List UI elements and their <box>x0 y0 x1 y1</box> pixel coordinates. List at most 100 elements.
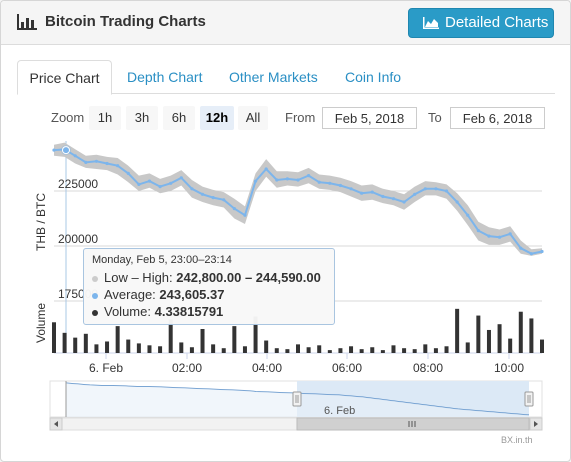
volume-bar <box>52 322 56 353</box>
volume-bar <box>285 349 290 353</box>
navigator[interactable]: 6. Feb <box>49 380 543 431</box>
volume-bar <box>232 326 237 353</box>
zoom-1h-button[interactable]: 1h <box>89 106 121 130</box>
chevron-right-icon <box>534 421 538 427</box>
volume-bar <box>317 345 322 353</box>
average-point <box>179 176 183 180</box>
x-tick-label: 08:00 <box>413 361 443 375</box>
zoom-label: Zoom <box>51 110 85 125</box>
volume-bar <box>476 315 481 353</box>
average-point <box>476 229 480 233</box>
detailed-charts-button[interactable]: Detailed Charts <box>408 8 554 38</box>
x-tick-label: 6. Feb <box>89 361 123 375</box>
tooltip-average-label: Average: <box>104 287 156 302</box>
tooltip-low-high-row: Low – High: 242,800.00 – 244,590.00 <box>92 269 326 286</box>
tooltip-average-value: 243,605.37 <box>159 287 225 302</box>
volume-bar <box>274 348 279 353</box>
average-point <box>444 189 449 193</box>
volume-bar <box>423 344 428 353</box>
average-point <box>211 196 215 200</box>
low-high-area <box>54 142 542 256</box>
zoom-12h-button[interactable]: 12h <box>200 106 234 130</box>
tooltip-low-high-label: Low – High: <box>104 270 173 285</box>
volume-bar <box>380 350 385 353</box>
x-tick-label: 04:00 <box>252 361 282 375</box>
navigator-right-handle <box>524 391 534 407</box>
volume-bar <box>126 339 131 353</box>
volume-bar <box>179 342 184 353</box>
average-point <box>243 213 247 217</box>
average-point <box>116 164 120 168</box>
y-axis-title: THB / BTC <box>34 193 48 251</box>
tab-depth-chart[interactable]: Depth Chart <box>127 69 203 85</box>
tab-other-markets[interactable]: Other Markets <box>229 69 318 85</box>
panel-header: Bitcoin Trading Charts Detailed Charts <box>1 1 570 45</box>
zoom-all-button[interactable]: All <box>238 106 268 130</box>
volume-bar <box>518 311 523 353</box>
scrollbar-thumb <box>296 417 530 431</box>
volume-bar <box>264 340 269 353</box>
volume-bar <box>327 350 332 353</box>
average-point <box>317 180 321 184</box>
x-axis: 6. Feb 02:00 04:00 06:00 08:00 10:00 <box>89 353 524 375</box>
x-tick-label: 02:00 <box>172 361 202 375</box>
tab-coin-info[interactable]: Coin Info <box>345 69 402 85</box>
volume-bar <box>349 346 354 353</box>
to-date-input[interactable] <box>450 107 545 129</box>
average-point <box>391 197 396 201</box>
tooltip-volume-label: Volume: <box>104 304 151 319</box>
volume-bar <box>402 348 407 353</box>
average-point <box>232 207 236 211</box>
average-point <box>349 187 353 191</box>
tooltip-volume-value: 4.33815791 <box>154 304 224 319</box>
average-point <box>529 252 533 256</box>
volume-bar <box>370 347 375 353</box>
average-point <box>105 161 109 166</box>
average-point <box>497 235 502 239</box>
volume-bar <box>189 347 194 353</box>
volume-bar <box>242 346 247 353</box>
average-point <box>455 200 459 204</box>
average-point <box>423 187 427 191</box>
credits-link[interactable]: BX.in.th <box>501 435 533 445</box>
volume-dot-icon <box>92 309 98 316</box>
navigator-left-handle <box>292 391 302 407</box>
tooltip-average-row: Average: 243,605.37 <box>92 286 326 303</box>
from-date-input[interactable] <box>322 107 417 129</box>
volume-bar <box>540 339 544 353</box>
average-point <box>73 154 77 158</box>
volume-bar <box>412 349 417 353</box>
area-chart-icon <box>423 17 439 29</box>
average-point <box>169 181 173 185</box>
volume-bar <box>105 341 110 353</box>
volume-bar <box>136 343 141 353</box>
tab-price-chart[interactable]: Price Chart <box>17 60 112 95</box>
average-point <box>338 183 343 188</box>
average-point <box>307 174 311 178</box>
range-selector: Zoom 1h 3h 6h 12h All From To <box>1 106 570 130</box>
tooltip-title: Monday, Feb 5, 23:00–23:14 <box>92 254 232 266</box>
average-point <box>360 191 364 195</box>
volume-bar <box>73 337 78 353</box>
chart-tabs: Price Chart Depth Chart Other Markets Co… <box>17 60 555 95</box>
average-point <box>328 181 332 185</box>
from-label: From <box>285 110 316 125</box>
volume-bar <box>508 338 513 353</box>
volume-bar <box>497 324 502 353</box>
volume-bar <box>158 346 163 353</box>
zoom-6h-button[interactable]: 6h <box>163 106 195 130</box>
volume-bar <box>486 329 491 353</box>
average-point <box>253 179 258 183</box>
average-point <box>137 182 141 186</box>
volume-bar <box>200 329 205 353</box>
average-dot-icon <box>92 292 98 299</box>
y-tick-label: 200000 <box>58 232 98 246</box>
average-point <box>381 194 385 199</box>
average-point <box>222 198 226 202</box>
average-point <box>434 187 438 191</box>
zoom-3h-button[interactable]: 3h <box>126 106 158 130</box>
average-point <box>487 234 491 238</box>
volume-bar <box>306 347 311 353</box>
